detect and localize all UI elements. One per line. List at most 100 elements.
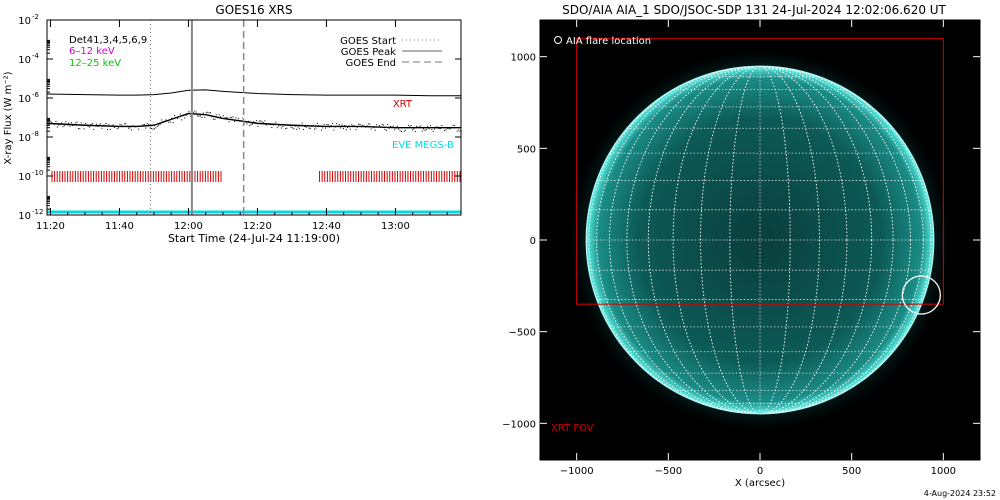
- xrs-series-point: [109, 128, 111, 130]
- xrs-series-point: [389, 125, 391, 127]
- xrs-series-point: [403, 130, 405, 132]
- xrs-series-point: [172, 122, 174, 124]
- xrs-series-point: [123, 123, 125, 125]
- xrs-series-point: [52, 123, 54, 125]
- xrs-series-point: [56, 126, 58, 128]
- xrs-series-point: [155, 127, 157, 129]
- xrs-y-tick-label: 10: [18, 211, 31, 222]
- xrs-series-point: [143, 124, 145, 126]
- xrs-series-point: [228, 121, 230, 123]
- xrs-series-point: [68, 122, 70, 124]
- xrs-series-point: [429, 125, 431, 127]
- xrs-series-point: [406, 127, 408, 129]
- xrs-series-point: [224, 117, 226, 119]
- xrs-series-point: [329, 126, 331, 128]
- aia-x-tick-label: 1000: [931, 466, 956, 477]
- xrs-series-point: [128, 127, 130, 129]
- xrs-series-point: [201, 116, 203, 118]
- xrs-series-point: [438, 128, 440, 130]
- xrs-y-tick-label: 10: [18, 55, 31, 66]
- xrs-series-point: [456, 130, 458, 132]
- xrs-series-point: [249, 125, 251, 127]
- xrs-series-point: [291, 127, 293, 129]
- aia-x-tick-label: 500: [842, 466, 861, 477]
- xrs-series-point: [100, 123, 102, 125]
- xrs-series-point: [293, 128, 295, 130]
- xrs-series-point: [330, 125, 332, 127]
- xrs-series-point: [286, 127, 288, 129]
- xrs-series-point: [162, 121, 164, 123]
- xrs-series-point: [425, 129, 427, 131]
- xrs-series-point: [73, 124, 75, 126]
- xrs-series-point: [181, 119, 183, 121]
- xrs-series-point: [188, 110, 190, 112]
- aia-x-tick-label: −1000: [560, 466, 594, 477]
- aia-x-tick-label: 0: [757, 466, 763, 477]
- xrs-series-point: [59, 123, 61, 125]
- xrs-series-point: [264, 120, 266, 122]
- xrs-series-point: [391, 126, 393, 128]
- xrs-series-point: [371, 126, 373, 128]
- xrs-series-point: [129, 127, 131, 129]
- xrs-series-point: [208, 112, 210, 114]
- legend-goes-peak-label: GOES Peak: [341, 47, 396, 58]
- xrs-series-point: [423, 128, 425, 130]
- xrs-series-point: [428, 128, 430, 130]
- xrs-y-tick-exponent: -12: [32, 208, 43, 216]
- xrs-series-point: [373, 127, 375, 129]
- xrs-series-point: [298, 127, 300, 129]
- xrs-series-point: [338, 124, 340, 126]
- xrs-series-point: [116, 128, 118, 130]
- xrs-series-point: [424, 129, 426, 131]
- xrt-coverage-bars: [51, 171, 461, 182]
- xrs-series-point: [146, 123, 148, 125]
- xrs-series-point: [314, 128, 316, 130]
- xrs-series-point: [265, 124, 267, 126]
- xrs-series-point: [217, 117, 219, 119]
- eve-megs-b-annotation: EVE MEGS-B: [392, 140, 454, 151]
- xrs-series-point: [300, 125, 302, 127]
- xrs-series-point: [267, 123, 269, 125]
- aia-y-tick-label: −1000: [502, 419, 536, 430]
- xrs-series-point: [151, 127, 153, 129]
- xrs-series-point: [262, 122, 264, 124]
- xrs-series-point: [132, 125, 134, 127]
- xrs-series-point: [377, 126, 379, 128]
- xrs-series-point: [315, 127, 317, 129]
- xrs-y-tick-label: 10: [18, 16, 31, 27]
- heliographic-grid: [586, 66, 934, 414]
- xrs-series-point: [412, 129, 414, 131]
- xrt-fov-box: [576, 37, 944, 305]
- xrs-series-point: [278, 125, 280, 127]
- xrs-series-point: [432, 130, 434, 132]
- xrs-series-point: [283, 124, 285, 126]
- xrs-series-point: [258, 120, 260, 122]
- xrs-series-point: [444, 129, 446, 131]
- xrs-series-point: [210, 112, 212, 114]
- xrs-series-point: [301, 122, 303, 124]
- xrs-series-point: [175, 116, 177, 118]
- xrs-series-point: [245, 121, 247, 123]
- longitude-line: [700, 66, 820, 414]
- xrs-series-point: [347, 127, 349, 129]
- xrs-series-point: [279, 124, 281, 126]
- xrs-series-point: [222, 115, 224, 117]
- xrs-series-point: [176, 118, 178, 120]
- xrs-series-point: [82, 124, 84, 126]
- aia-title: SDO/AIA AIA_1 SDO/JSOC-SDP 131 24-Jul-20…: [562, 3, 946, 17]
- xrs-series-point: [77, 127, 79, 129]
- xrs-series-point: [253, 121, 255, 123]
- xrs-series-point: [171, 117, 173, 119]
- xrs-series-point: [61, 122, 63, 124]
- xrt-fov-label: XRT FOV: [551, 423, 594, 434]
- xrs-series-point: [54, 123, 56, 125]
- xrs-series-point: [380, 126, 382, 128]
- xrs-series-point: [232, 116, 234, 118]
- xrs-plot-frame: [46, 19, 462, 216]
- xrs-series-point: [105, 122, 107, 124]
- xrs-x-tick-label: 11:40: [105, 221, 134, 232]
- legend-goes-start-label: GOES Start: [340, 36, 396, 47]
- xrs-series-point: [272, 124, 274, 126]
- xrs-series-point: [69, 125, 71, 127]
- xrs-series-point: [305, 126, 307, 128]
